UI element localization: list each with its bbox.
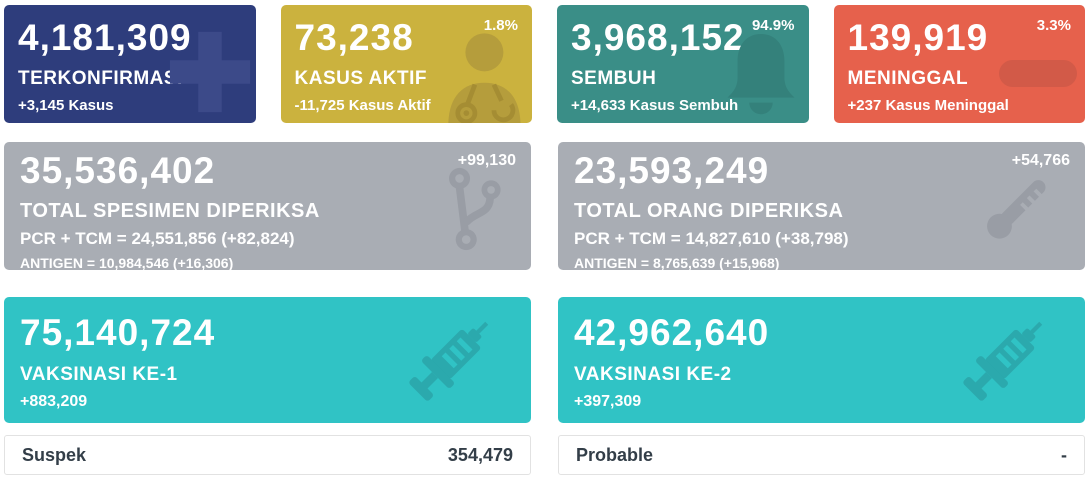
vaccine1-total: 75,140,724 [20,312,216,353]
card-total-spesimen: 35,536,402 TOTAL SPESIMEN DIPERIKSA PCR … [4,142,531,270]
suspect-row: Suspek 354,479 Probable - [4,435,1085,475]
confirmed-total: 4,181,309 [18,17,192,58]
vaccine2-delta: +397,309 [574,392,642,410]
recovered-percent: 94.9% [751,17,795,34]
bed-icon [999,60,1077,87]
vaccine2-label: VAKSINASI KE-2 [574,363,732,385]
specimen-pcr-tcm: PCR + TCM = 24,551,856 (+82,824) [20,228,295,248]
recovered-label: SEMBUH [571,67,657,89]
syringe-icon [963,321,1043,401]
active-label: KASUS AKTIF [294,67,428,89]
confirmed-label: TERKONFIRMASI [18,67,183,89]
card-vaksinasi-1: 75,140,724 VAKSINASI KE-1 +883,209 [4,297,531,423]
vaccine1-label: VAKSINASI KE-1 [20,363,178,385]
deaths-total: 139,919 [847,17,989,58]
card-terkonfirmasi: 4,181,309 TERKONFIRMASI +3,145 Kasus [4,5,256,123]
probable-value: - [1061,444,1067,465]
card-meninggal: 139,919 MENINGGAL +237 Kasus Meninggal 3… [833,5,1085,123]
thermometer-icon [987,180,1046,239]
deaths-label: MENINGGAL [847,67,969,89]
row-probable: Probable - [558,435,1085,475]
active-total: 73,238 [294,17,414,58]
testing-row: 35,536,402 TOTAL SPESIMEN DIPERIKSA PCR … [4,142,1085,270]
recovered-total: 3,968,152 [571,17,745,58]
row-suspek: Suspek 354,479 [4,435,531,475]
specimen-delta: +99,130 [457,152,516,169]
vaccine2-total: 42,962,640 [574,312,770,353]
confirmed-delta: +3,145 Kasus [18,96,114,114]
recovered-delta: +14,633 Kasus Sembuh [571,96,739,114]
card-vaksinasi-2: 42,962,640 VAKSINASI KE-2 +397,309 [558,297,1085,423]
bell-icon [727,34,794,115]
deaths-delta: +237 Kasus Meninggal [847,96,1009,114]
people-label: TOTAL ORANG DIPERIKSA [574,199,844,222]
card-sembuh: 3,968,152 SEMBUH +14,633 Kasus Sembuh 94… [557,5,809,123]
people-delta: +54,766 [1011,152,1070,169]
card-kasus-aktif: 73,238 KASUS AKTIF -11,725 Kasus Aktif 1… [280,5,532,123]
active-percent: 1.8% [483,17,518,34]
doctor-icon [448,33,521,123]
specimen-label: TOTAL SPESIMEN DIPERIKSA [20,199,320,222]
summary-row: 4,181,309 TERKONFIRMASI +3,145 Kasus 73,… [4,5,1085,123]
syringe-icon [409,321,489,401]
specimen-antigen: ANTIGEN = 10,984,546 (+16,306) [20,254,234,270]
active-delta: -11,725 Kasus Aktif [294,96,431,114]
people-antigen: ANTIGEN = 8,765,639 (+15,968) [574,254,780,270]
branch-icon [449,167,501,251]
people-total: 23,593,249 [574,150,770,191]
plus-icon [169,31,250,113]
suspek-label: Suspek [22,444,87,465]
people-pcr-tcm: PCR + TCM = 14,827,610 (+38,798) [574,228,849,248]
vaccine1-delta: +883,209 [20,392,88,410]
suspek-value: 354,479 [447,444,513,465]
card-total-orang: 23,593,249 TOTAL ORANG DIPERIKSA PCR + T… [558,142,1085,270]
deaths-percent: 3.3% [1036,17,1071,34]
specimen-total: 35,536,402 [20,150,216,191]
probable-label: Probable [576,444,654,465]
vaccination-row: 75,140,724 VAKSINASI KE-1 +883,209 42,96 [4,297,1085,423]
